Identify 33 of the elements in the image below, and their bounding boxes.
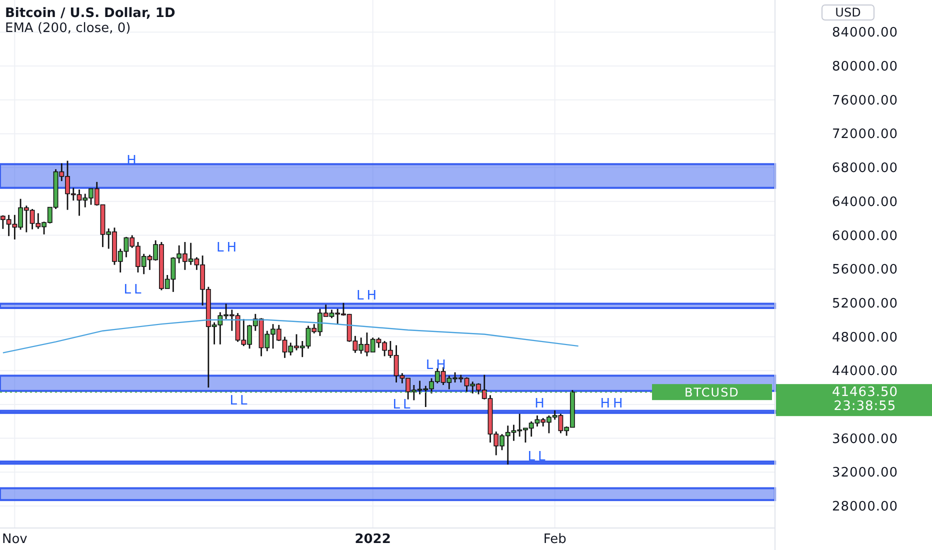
y-tick-label: 32000.00	[832, 466, 898, 481]
annotation: LL	[392, 398, 414, 413]
annotation: H	[534, 396, 548, 412]
annotation: LH	[426, 358, 449, 374]
y-tick-label: 56000.00	[832, 262, 898, 278]
y-tick-label: 28000.00	[832, 500, 898, 515]
y-tick-label: 68000.00	[832, 161, 898, 176]
y-tick-label: 60000.00	[832, 228, 898, 244]
line-series	[2, 319, 579, 354]
price-tag: 41463.50 23:38:55	[776, 384, 932, 416]
y-tick-label: 36000.00	[832, 432, 898, 447]
x-tick-label: Feb	[543, 532, 566, 547]
annotation: LL	[528, 450, 548, 465]
price-label: BTCUSD	[652, 384, 772, 400]
ref-line-label: BTCUSD	[684, 386, 740, 400]
y-tick-label: 84000.00	[832, 26, 898, 41]
y-tick-label: 44000.00	[832, 364, 898, 380]
y-tick-label: 48000.00	[832, 330, 898, 346]
annotation: LL	[124, 282, 144, 298]
annotation: LH	[216, 240, 240, 256]
x-tick-label: Nov	[2, 532, 28, 547]
y-tick-label: 52000.00	[832, 296, 898, 312]
annotation: LL	[230, 394, 250, 409]
text: EMA (200, close, 0)	[5, 21, 131, 36]
y-tick-label: 64000.00	[832, 194, 898, 210]
y-tick-label: 72000.00	[832, 127, 898, 142]
y-tick-label: 76000.00	[832, 93, 898, 108]
text: Bitcoin / U.S. Dollar, 1D	[5, 6, 176, 21]
y-tick-label: 80000.00	[832, 60, 898, 75]
x-tick-label: 2022	[354, 532, 391, 547]
text: USD	[835, 6, 861, 20]
annotation: LH	[356, 288, 380, 304]
annotation: HH	[600, 396, 626, 412]
